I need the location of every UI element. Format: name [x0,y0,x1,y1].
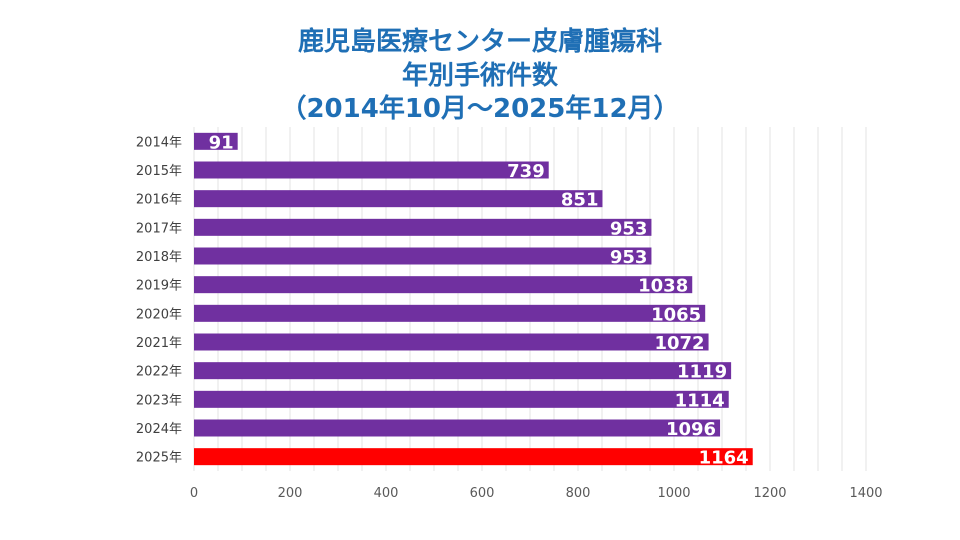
data-label: 1119 [677,362,727,383]
category-label: 2024年 [136,422,182,437]
x-tick-label: 400 [374,486,399,501]
category-label: 2015年 [136,164,182,179]
data-label: 91 [209,132,234,153]
data-label: 1038 [638,276,688,297]
data-label: 1164 [699,448,749,469]
chart-title-line-2: 年別手術件数 [401,61,558,91]
x-tick-label: 0 [190,486,198,501]
chart-title-line-3: （2014年10月～2025年12月） [280,94,680,124]
category-label: 2023年 [136,393,182,408]
data-label: 739 [507,161,545,182]
bar [194,419,721,437]
data-label: 1114 [675,390,725,411]
bar [194,218,652,236]
bar [194,304,706,322]
category-label: 2018年 [136,250,182,265]
x-tick-label: 1200 [753,486,786,501]
bar [194,247,652,265]
x-tick-label: 800 [566,486,591,501]
x-tick-label: 200 [278,486,303,501]
category-label: 2021年 [136,336,182,351]
category-label: 2014年 [136,135,182,150]
category-label: 2019年 [136,279,182,294]
bar-highlight [194,448,753,466]
chart-title-line-1: 鹿児島医療センター皮膚腫瘍科 [297,27,662,57]
category-label: 2022年 [136,365,182,380]
data-label: 953 [610,247,648,268]
category-label: 2020年 [136,307,182,322]
bar [194,390,729,408]
category-label: 2025年 [136,451,182,466]
category-label: 2016年 [136,193,182,208]
data-label: 1072 [654,333,704,354]
x-tick-label: 1400 [849,486,882,501]
data-label: 1096 [666,419,716,440]
bar [194,362,732,380]
bar [194,161,549,179]
category-label: 2017年 [136,221,182,236]
bar [194,276,693,294]
x-tick-label: 1000 [657,486,690,501]
data-label: 1065 [651,304,701,325]
bar [194,333,709,351]
bar [194,132,238,150]
x-tick-label: 600 [470,486,495,501]
data-label: 851 [561,190,599,211]
bar [194,190,603,208]
data-label: 953 [610,218,648,239]
